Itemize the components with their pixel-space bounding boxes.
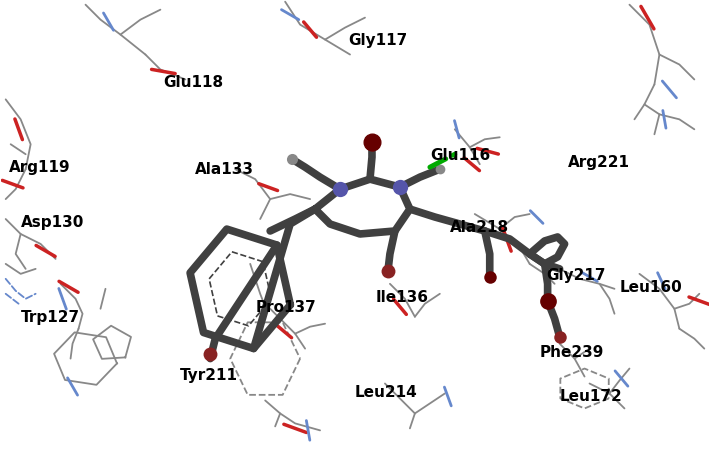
Text: Ile136: Ile136 <box>376 289 429 304</box>
Text: Leu214: Leu214 <box>355 384 417 399</box>
Text: Gly217: Gly217 <box>547 267 606 282</box>
Text: Trp127: Trp127 <box>21 309 80 324</box>
Text: Glu116: Glu116 <box>430 148 490 163</box>
Text: Leu172: Leu172 <box>559 389 623 404</box>
Text: Gly117: Gly117 <box>348 32 408 47</box>
Text: Pro137: Pro137 <box>255 299 316 314</box>
Text: Tyr211: Tyr211 <box>180 367 239 382</box>
Text: Phe239: Phe239 <box>540 344 604 359</box>
Text: Ala133: Ala133 <box>195 162 254 177</box>
Text: Asp130: Asp130 <box>21 215 84 230</box>
Text: Arg221: Arg221 <box>567 155 630 170</box>
Text: Arg119: Arg119 <box>9 160 70 175</box>
Text: Glu118: Glu118 <box>163 75 224 90</box>
Text: Ala218: Ala218 <box>450 220 509 235</box>
Text: Leu160: Leu160 <box>620 279 682 294</box>
